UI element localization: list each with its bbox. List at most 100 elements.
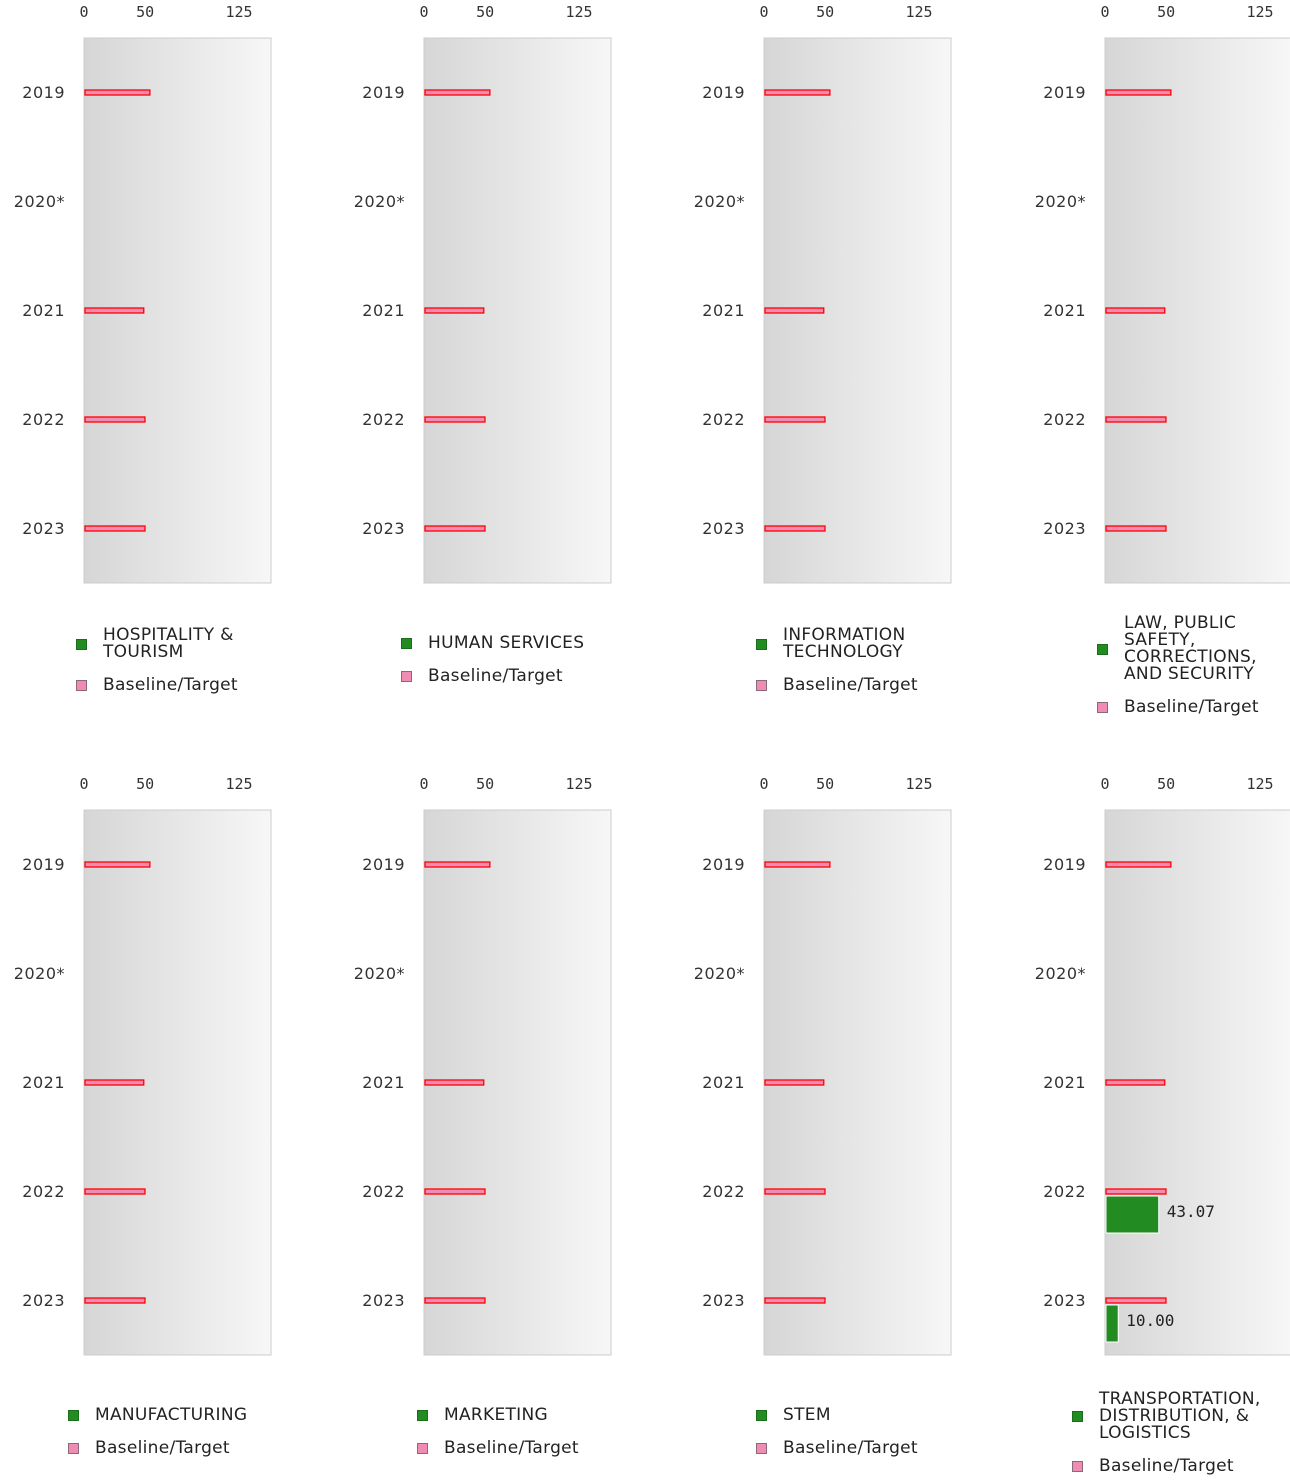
x-tick-label: 0 xyxy=(1100,3,1109,21)
x-tick-label: 0 xyxy=(79,3,88,21)
y-category-label: 2020* xyxy=(1035,964,1086,983)
legend-label-baseline: Baseline/Target xyxy=(95,1438,230,1458)
legend-swatch-green xyxy=(76,638,87,650)
chart-2: 0 50 125 2019 2020* 2021 2022 2023 xyxy=(694,3,952,584)
legend-item-series[interactable]: LAW, PUBLIC SAFETY, CORRECTIONS, AND SEC… xyxy=(1097,615,1257,683)
legend-swatch-pink xyxy=(1072,1461,1083,1472)
x-tick-label: 0 xyxy=(759,775,768,793)
data-label: 10.00 xyxy=(1126,1311,1174,1330)
legend-label-series: MARKETING xyxy=(444,1405,548,1425)
baseline-target-bar xyxy=(764,416,826,423)
baseline-target-bar xyxy=(764,89,831,96)
y-category-label: 2020* xyxy=(14,192,65,211)
baseline-target-bar xyxy=(424,1188,486,1195)
chart-3: 0 50 125 2019 2020* 2021 2022 2023 xyxy=(1035,3,1290,584)
baseline-target-bar xyxy=(1105,525,1167,532)
y-category-label: 2019 xyxy=(22,83,65,102)
x-tick-label: 125 xyxy=(905,3,932,21)
baseline-target-bar xyxy=(1105,1079,1166,1086)
chart-6: 0 50 125 2019 2020* 2021 2022 2023 xyxy=(694,775,952,1356)
y-category-label: 2023 xyxy=(362,1291,405,1310)
value-bar xyxy=(1105,1304,1119,1343)
x-tick-label: 0 xyxy=(419,775,428,793)
baseline-target-bar xyxy=(424,525,486,532)
y-category-label: 2022 xyxy=(1043,1182,1086,1201)
legend-item-baseline[interactable]: Baseline/Target xyxy=(1097,699,1259,716)
x-tick-label: 0 xyxy=(79,775,88,793)
baseline-target-bar xyxy=(1105,861,1172,868)
legend-item-baseline[interactable]: Baseline/Target xyxy=(68,1440,230,1457)
y-category-label: 2019 xyxy=(362,83,405,102)
y-category-label: 2022 xyxy=(702,1182,745,1201)
y-category-label: 2021 xyxy=(702,1073,745,1092)
y-category-label: 2021 xyxy=(362,301,405,320)
y-category-label: 2020* xyxy=(694,192,745,211)
x-tick-label: 125 xyxy=(905,775,932,793)
legend-item-series[interactable]: INFORMATION TECHNOLOGY xyxy=(756,627,905,661)
legend-swatch-green xyxy=(756,638,767,650)
legend-swatch-pink xyxy=(417,1443,428,1454)
legend-item-baseline[interactable]: Baseline/Target xyxy=(76,677,238,694)
legend-swatch-green xyxy=(1097,643,1108,655)
x-tick-label: 50 xyxy=(816,3,834,21)
y-category-label: 2023 xyxy=(362,519,405,538)
x-tick-label: 50 xyxy=(1157,775,1175,793)
legend-item-series[interactable]: HOSPITALITY & TOURISM xyxy=(76,627,234,661)
x-tick-label: 0 xyxy=(759,3,768,21)
legend-label-series: LAW, PUBLIC SAFETY, CORRECTIONS, AND SEC… xyxy=(1124,613,1257,684)
y-category-label: 2022 xyxy=(702,410,745,429)
y-category-label: 2023 xyxy=(1043,519,1086,538)
y-category-label: 2023 xyxy=(702,1291,745,1310)
baseline-target-bar xyxy=(764,1079,825,1086)
y-category-label: 2019 xyxy=(22,855,65,874)
legend-swatch-pink xyxy=(756,1443,767,1454)
baseline-target-bar xyxy=(424,307,485,314)
y-category-label: 2020* xyxy=(1035,192,1086,211)
x-tick-label: 0 xyxy=(419,3,428,21)
y-category-label: 2020* xyxy=(694,964,745,983)
legend-item-baseline[interactable]: Baseline/Target xyxy=(417,1440,579,1457)
y-category-label: 2022 xyxy=(362,410,405,429)
baseline-target-bar xyxy=(424,89,491,96)
baseline-target-bar xyxy=(764,1297,826,1304)
legend-label-series: INFORMATION TECHNOLOGY xyxy=(783,625,906,662)
legend-item-baseline[interactable]: Baseline/Target xyxy=(1072,1458,1234,1475)
legend-label-baseline: Baseline/Target xyxy=(444,1438,579,1458)
legend-item-baseline[interactable]: Baseline/Target xyxy=(756,677,918,694)
legend-swatch-green xyxy=(756,1410,767,1421)
baseline-target-bar xyxy=(84,861,151,868)
x-tick-label: 125 xyxy=(225,775,252,793)
legend-item-series[interactable]: HUMAN SERVICES xyxy=(401,635,584,652)
y-category-label: 2021 xyxy=(362,1073,405,1092)
legend-item-series[interactable]: MANUFACTURING xyxy=(68,1407,247,1424)
baseline-target-bar xyxy=(1105,307,1166,314)
legend-label-series: STEM xyxy=(783,1405,831,1425)
x-tick-label: 50 xyxy=(476,775,494,793)
y-category-label: 2019 xyxy=(1043,83,1086,102)
baseline-target-bar xyxy=(84,1079,145,1086)
y-category-label: 2019 xyxy=(702,855,745,874)
legend-label-series: MANUFACTURING xyxy=(95,1405,248,1425)
baseline-target-bar xyxy=(84,307,145,314)
baseline-target-bar xyxy=(1105,416,1167,423)
legend-item-series[interactable]: TRANSPORTATION, DISTRIBUTION, & LOGISTIC… xyxy=(1072,1391,1261,1442)
legend-item-baseline[interactable]: Baseline/Target xyxy=(756,1440,918,1457)
legend-label-series: TRANSPORTATION, DISTRIBUTION, & LOGISTIC… xyxy=(1099,1389,1261,1443)
legend-item-series[interactable]: MARKETING xyxy=(417,1407,548,1424)
chart-5: 0 50 125 2019 2020* 2021 2022 2023 xyxy=(354,775,612,1356)
y-category-label: 2022 xyxy=(22,1182,65,1201)
x-tick-label: 50 xyxy=(136,3,154,21)
legend-swatch-green xyxy=(417,1410,428,1421)
x-tick-label: 125 xyxy=(565,775,592,793)
baseline-target-bar xyxy=(424,416,486,423)
legend-item-series[interactable]: STEM xyxy=(756,1407,831,1424)
legend-label-baseline: Baseline/Target xyxy=(103,675,238,695)
x-tick-label: 50 xyxy=(1157,3,1175,21)
baseline-target-bar xyxy=(84,89,151,96)
legend-item-baseline[interactable]: Baseline/Target xyxy=(401,668,563,685)
chart-7: 0 50 125 2019 2020* 2021 2022 43.07 2023 10.00 xyxy=(1035,775,1290,1356)
y-category-label: 2021 xyxy=(702,301,745,320)
y-category-label: 2022 xyxy=(22,410,65,429)
legend-swatch-pink xyxy=(401,671,412,682)
